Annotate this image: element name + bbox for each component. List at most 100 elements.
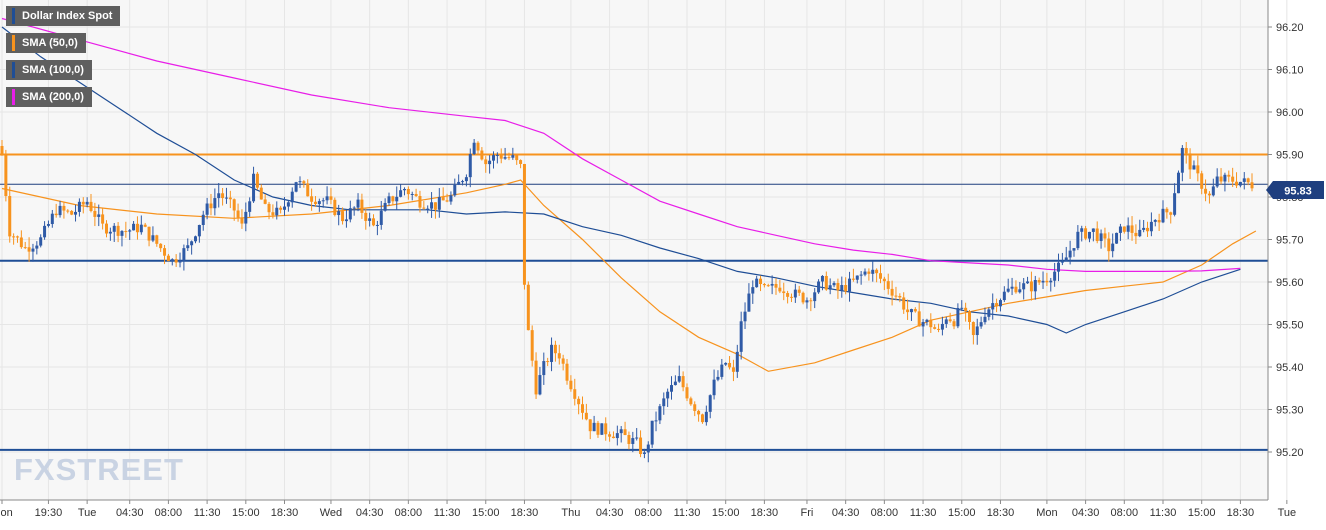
candle-body: [379, 210, 383, 225]
x-tick-label: 15:00: [948, 507, 976, 519]
candle-body: [1188, 153, 1192, 170]
sma-100-line: [1, 26, 1241, 334]
candle-body: [561, 358, 565, 364]
candle-body: [755, 278, 759, 288]
candle-body: [1161, 208, 1165, 223]
candle-body: [515, 155, 519, 161]
candle-body: [979, 322, 983, 327]
legend-label: SMA (200,0): [22, 91, 84, 103]
candle-body: [1045, 280, 1049, 283]
candle-body: [778, 287, 782, 292]
candle-body: [631, 438, 635, 444]
candle-body: [581, 404, 584, 413]
candle-body: [1103, 233, 1107, 239]
x-tick-label: 15:00: [712, 507, 740, 519]
candle-body: [402, 188, 406, 191]
candle-body: [600, 423, 604, 435]
candle-body: [557, 353, 561, 359]
x-tick-label: 04:30: [1072, 507, 1100, 519]
legend-item[interactable]: SMA (200,0): [6, 87, 92, 107]
candle-body: [1049, 280, 1053, 283]
candle-body: [906, 309, 910, 313]
candle-body: [1157, 219, 1161, 223]
candle-body: [681, 376, 685, 388]
candle-body: [689, 398, 693, 405]
candle-body: [368, 218, 372, 221]
y-tick-label: 96.20: [1276, 22, 1304, 34]
candle-body: [166, 255, 170, 262]
candle-body: [1018, 289, 1022, 293]
candle-body: [1026, 281, 1030, 284]
legend-item[interactable]: SMA (50,0): [6, 33, 86, 53]
candle-body: [406, 188, 410, 195]
candlesticks: [0, 138, 1254, 463]
x-tick-label: 19:30: [35, 507, 63, 519]
candle-body: [952, 321, 956, 327]
candle-body: [658, 406, 662, 421]
candle-body: [878, 273, 882, 279]
candle-body: [1142, 227, 1146, 230]
candle-body: [159, 243, 163, 249]
candle-body: [252, 173, 256, 202]
candle-body: [217, 193, 221, 199]
candle-body: [1087, 231, 1091, 239]
candle-body: [929, 319, 933, 328]
candle-body: [151, 235, 155, 241]
candle-body: [116, 225, 120, 236]
legend-item[interactable]: SMA (100,0): [6, 60, 92, 80]
candle-body: [375, 224, 379, 226]
candle-body: [960, 307, 964, 309]
candle-body: [1010, 286, 1014, 289]
candle-body: [735, 351, 739, 372]
horizontal-levels: [0, 153, 1268, 451]
candle-body: [801, 292, 805, 303]
candle-body: [213, 198, 217, 209]
candle-body: [464, 177, 468, 182]
candle-body: [445, 200, 449, 202]
x-tick-label: 18:30: [511, 507, 539, 519]
candle-body: [534, 360, 538, 395]
candle-body: [1107, 238, 1111, 252]
candle-body: [700, 414, 704, 423]
candle-body: [867, 271, 871, 274]
candle-body: [426, 208, 430, 210]
candle-body: [666, 391, 670, 399]
candle-body: [263, 199, 267, 204]
x-tick-label: 08:00: [1111, 507, 1139, 519]
candle-body: [859, 274, 863, 276]
legend-item[interactable]: Dollar Index Spot: [6, 6, 121, 26]
candle-body: [921, 322, 925, 327]
candle-body: [50, 213, 54, 225]
candle-body: [484, 159, 488, 165]
candle-body: [596, 422, 600, 435]
candle-body: [789, 296, 793, 298]
candle-body: [364, 212, 368, 221]
candle-body: [372, 218, 376, 226]
y-tick-label: 96.00: [1276, 107, 1304, 119]
candle-body: [875, 269, 879, 274]
candle-body: [259, 187, 263, 200]
candle-body: [1231, 176, 1235, 182]
candle-body: [1111, 243, 1115, 252]
x-tick-label: Mon: [1036, 507, 1057, 519]
candle-body: [194, 236, 197, 242]
candle-body: [4, 154, 8, 197]
y-tick-label: 95.20: [1276, 447, 1304, 459]
candle-body: [805, 300, 809, 303]
candle-body: [855, 275, 859, 280]
candle-body: [623, 429, 627, 436]
candle-body: [677, 376, 681, 382]
candle-body: [542, 361, 546, 376]
legend-label: SMA (50,0): [22, 37, 78, 49]
candle-body: [615, 433, 619, 439]
candle-body: [1246, 178, 1250, 183]
x-tick-label: 08:00: [395, 507, 423, 519]
candle-body: [902, 297, 906, 310]
candle-body: [70, 210, 74, 215]
candle-body: [348, 208, 352, 220]
sma-200-line: [1, 17, 1241, 272]
candle-body: [762, 284, 766, 286]
x-tick-label: Tue: [78, 507, 97, 519]
candle-body: [913, 309, 917, 312]
candle-body: [190, 241, 194, 246]
